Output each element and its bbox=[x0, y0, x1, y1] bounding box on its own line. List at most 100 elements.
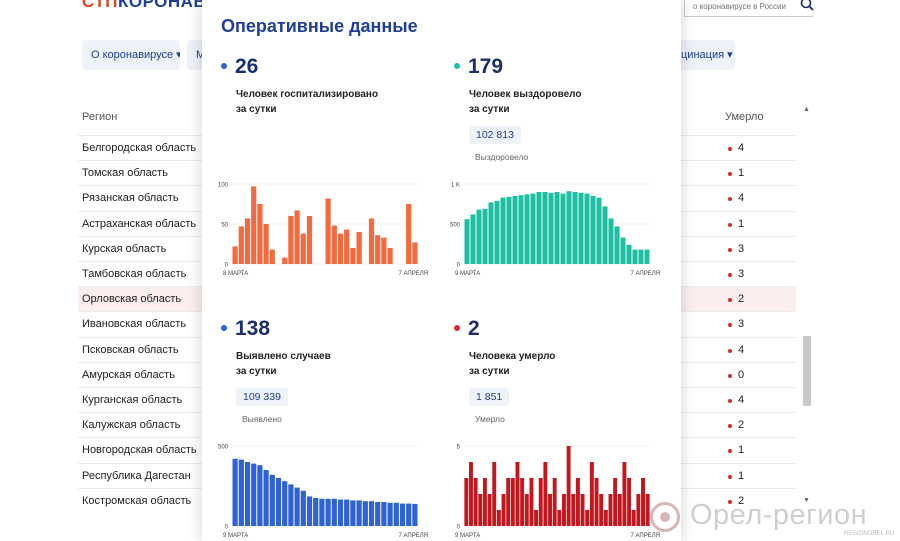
recovered-bar[interactable] bbox=[506, 196, 512, 264]
hospitalized-bar[interactable] bbox=[381, 237, 387, 264]
detected-bar[interactable] bbox=[387, 502, 393, 526]
search-box[interactable] bbox=[684, 0, 813, 17]
detected-bar[interactable] bbox=[393, 502, 399, 526]
recovered-bar[interactable] bbox=[554, 192, 560, 264]
died-bar[interactable] bbox=[599, 494, 604, 526]
detected-bar[interactable] bbox=[288, 484, 294, 526]
detected-bar[interactable] bbox=[406, 503, 412, 526]
nav-about-coronavirus[interactable]: О коронавирусе ▾ bbox=[82, 40, 180, 70]
detected-bar[interactable] bbox=[306, 496, 313, 526]
recovered-bar[interactable] bbox=[542, 192, 548, 264]
died-bar[interactable] bbox=[520, 478, 525, 526]
died-bar[interactable] bbox=[510, 478, 515, 526]
recovered-bar[interactable] bbox=[518, 195, 524, 264]
died-bar[interactable] bbox=[617, 494, 622, 526]
died-bar[interactable] bbox=[622, 462, 627, 526]
detected-bar[interactable] bbox=[275, 478, 282, 526]
died-bar[interactable] bbox=[608, 494, 613, 526]
detected-bar[interactable] bbox=[356, 500, 362, 526]
detected-bar[interactable] bbox=[331, 498, 337, 526]
recovered-bar[interactable] bbox=[632, 249, 638, 264]
detected-bar[interactable] bbox=[300, 490, 306, 526]
died-bar[interactable] bbox=[594, 478, 599, 526]
hospitalized-bar[interactable] bbox=[306, 216, 313, 264]
detected-bar[interactable] bbox=[399, 503, 406, 526]
died-bar[interactable] bbox=[613, 478, 618, 526]
recovered-bar[interactable] bbox=[494, 200, 500, 264]
died-bar[interactable] bbox=[580, 494, 585, 526]
recovered-bar[interactable] bbox=[470, 214, 476, 264]
detected-bar[interactable] bbox=[325, 498, 331, 526]
died-bar[interactable] bbox=[506, 478, 511, 526]
hospitalized-bar[interactable] bbox=[238, 226, 244, 264]
died-bar[interactable] bbox=[631, 510, 636, 526]
recovered-bar[interactable] bbox=[476, 209, 482, 264]
hospitalized-bar[interactable] bbox=[331, 225, 337, 264]
hospitalized-bar[interactable] bbox=[368, 218, 375, 264]
recovered-bar[interactable] bbox=[602, 206, 608, 264]
detected-bar[interactable] bbox=[294, 487, 300, 526]
hospitalized-bar[interactable] bbox=[337, 233, 344, 264]
detected-bar[interactable] bbox=[337, 499, 344, 526]
detected-bar[interactable] bbox=[257, 465, 263, 526]
detected-bar[interactable] bbox=[350, 500, 356, 526]
hospitalized-bar[interactable] bbox=[344, 229, 350, 264]
hospitalized-bar[interactable] bbox=[294, 210, 300, 264]
died-bar[interactable] bbox=[627, 478, 632, 526]
detected-bar[interactable] bbox=[263, 470, 269, 526]
detected-bar[interactable] bbox=[232, 458, 238, 526]
died-bar[interactable] bbox=[524, 494, 529, 526]
died-bar[interactable] bbox=[473, 478, 478, 526]
recovered-bar[interactable] bbox=[596, 197, 602, 264]
hospitalized-bar[interactable] bbox=[406, 204, 412, 264]
died-bar[interactable] bbox=[492, 462, 497, 526]
hospitalized-bar[interactable] bbox=[325, 198, 331, 264]
recovered-bar[interactable] bbox=[590, 196, 596, 264]
died-bar[interactable] bbox=[501, 494, 506, 526]
recovered-bar[interactable] bbox=[548, 192, 554, 264]
detected-bar[interactable] bbox=[238, 459, 244, 526]
died-bar[interactable] bbox=[469, 462, 473, 526]
recovered-bar[interactable] bbox=[512, 196, 518, 264]
search-icon[interactable] bbox=[800, 0, 814, 11]
died-bar[interactable] bbox=[566, 446, 571, 526]
died-bar[interactable] bbox=[557, 510, 562, 526]
hospitalized-bar[interactable] bbox=[387, 248, 393, 264]
died-bar[interactable] bbox=[543, 462, 548, 526]
died-bar[interactable] bbox=[636, 494, 641, 526]
recovered-bar[interactable] bbox=[524, 194, 530, 264]
died-bar[interactable] bbox=[534, 510, 539, 526]
detected-bar[interactable] bbox=[412, 503, 418, 526]
hospitalized-bar[interactable] bbox=[257, 204, 263, 264]
died-bar[interactable] bbox=[562, 494, 566, 526]
died-bar[interactable] bbox=[641, 478, 645, 526]
died-bar[interactable] bbox=[645, 494, 650, 526]
recovered-bar[interactable] bbox=[536, 192, 542, 264]
detected-bar[interactable] bbox=[362, 501, 368, 526]
hospitalized-bar[interactable] bbox=[300, 233, 306, 264]
hospitalized-bar[interactable] bbox=[288, 216, 294, 264]
died-bar[interactable] bbox=[575, 478, 580, 526]
died-bar[interactable] bbox=[496, 510, 501, 526]
died-bar[interactable] bbox=[478, 494, 483, 526]
died-bar[interactable] bbox=[552, 478, 557, 526]
detected-bar[interactable] bbox=[282, 481, 288, 526]
recovered-bar[interactable] bbox=[500, 197, 506, 264]
detected-bar[interactable] bbox=[319, 498, 325, 526]
scrollbar[interactable] bbox=[802, 106, 812, 509]
detected-bar[interactable] bbox=[244, 462, 251, 526]
scroll-down-arrow-icon[interactable]: ▼ bbox=[803, 497, 810, 504]
recovered-bar[interactable] bbox=[620, 237, 626, 264]
died-bar[interactable] bbox=[529, 478, 534, 526]
detected-bar[interactable] bbox=[381, 502, 387, 526]
hospitalized-bar[interactable] bbox=[251, 186, 257, 264]
hospitalized-bar[interactable] bbox=[244, 218, 251, 264]
detected-bar[interactable] bbox=[313, 498, 319, 526]
died-bar[interactable] bbox=[482, 478, 487, 526]
died-bar[interactable] bbox=[571, 494, 576, 526]
recovered-bar[interactable] bbox=[566, 191, 572, 264]
scroll-up-arrow-icon[interactable]: ▲ bbox=[803, 106, 810, 113]
hospitalized-bar[interactable] bbox=[350, 248, 356, 264]
died-bar[interactable] bbox=[589, 462, 594, 526]
detected-bar[interactable] bbox=[368, 501, 375, 526]
